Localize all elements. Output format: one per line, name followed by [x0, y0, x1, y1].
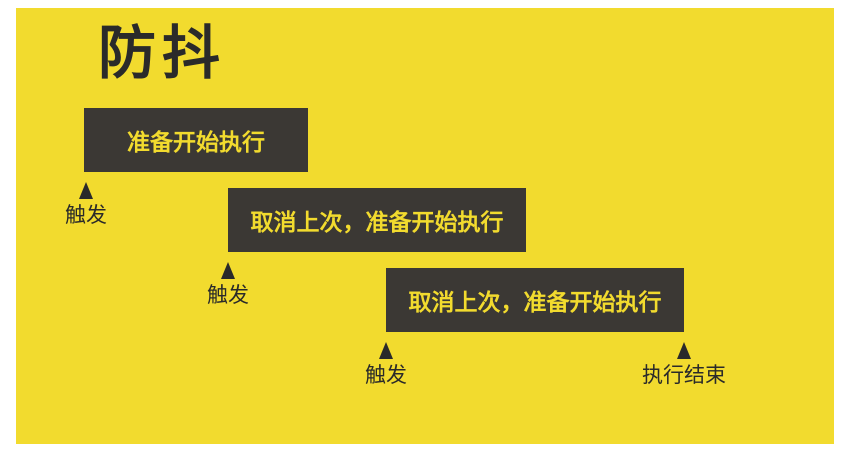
up-arrow-icon: [677, 342, 691, 359]
end-marker: 执行结束: [634, 342, 734, 387]
diagram-board: 防抖 准备开始执行 取消上次，准备开始执行 取消上次，准备开始执行 触发 触发 …: [16, 8, 834, 444]
execution-bar-3: 取消上次，准备开始执行: [386, 268, 684, 332]
trigger-marker-3: 触发: [336, 342, 436, 387]
diagram-title: 防抖: [98, 19, 227, 87]
trigger-marker-2: 触发: [178, 262, 278, 307]
up-arrow-icon: [379, 342, 393, 359]
trigger-label: 触发: [207, 283, 249, 307]
up-arrow-icon: [221, 262, 235, 279]
trigger-label: 触发: [65, 203, 107, 227]
trigger-marker-1: 触发: [36, 182, 136, 227]
trigger-label: 触发: [365, 363, 407, 387]
up-arrow-icon: [79, 182, 93, 199]
execution-bar-2: 取消上次，准备开始执行: [228, 188, 526, 252]
end-label: 执行结束: [642, 363, 726, 387]
execution-bar-1: 准备开始执行: [84, 108, 308, 172]
